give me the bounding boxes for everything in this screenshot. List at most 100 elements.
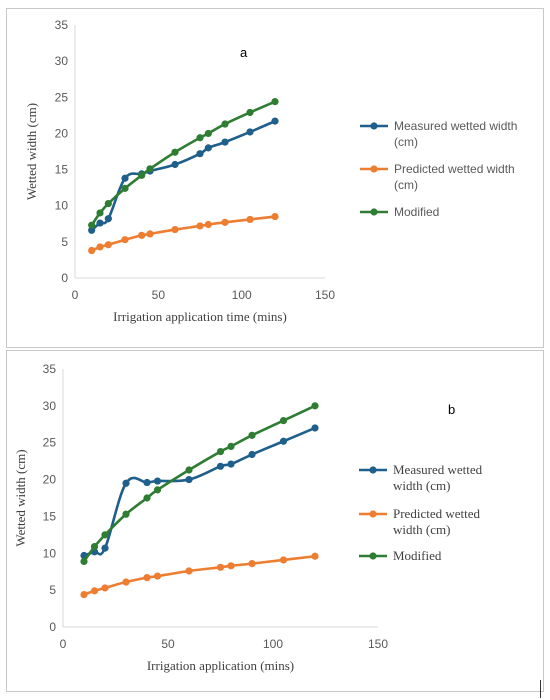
x-tick-label: 100 — [232, 288, 252, 302]
y-axis-title: Wetted width (cm) — [13, 449, 28, 546]
data-point — [216, 563, 225, 571]
edge-mark — [540, 680, 541, 698]
data-point — [80, 557, 88, 565]
y-tick-label: 10 — [55, 199, 69, 213]
legend-label: width (cm) — [393, 522, 450, 537]
data-point — [204, 144, 212, 152]
data-point — [227, 562, 235, 570]
data-point — [279, 417, 288, 425]
data-point — [248, 560, 256, 568]
data-point — [146, 165, 154, 173]
data-point — [101, 544, 109, 552]
data-point — [227, 460, 235, 468]
data-point — [153, 477, 162, 485]
data-point — [104, 215, 112, 223]
y-tick-label: 5 — [49, 583, 56, 597]
data-point — [246, 215, 254, 224]
data-point — [185, 567, 193, 575]
data-point — [279, 437, 288, 445]
data-point — [101, 531, 109, 539]
data-point — [216, 462, 225, 470]
data-point — [185, 475, 193, 484]
series-line — [82, 404, 316, 563]
data-point — [104, 241, 112, 249]
data-point — [121, 236, 129, 244]
y-tick-label: 5 — [61, 235, 68, 249]
data-point — [101, 584, 109, 592]
data-point — [271, 117, 279, 125]
legend-label: Measured wetted — [393, 462, 483, 477]
data-point — [146, 230, 154, 238]
data-point — [185, 466, 193, 474]
legend-swatch-marker — [369, 552, 377, 560]
y-tick-label: 0 — [49, 620, 56, 634]
data-point — [271, 212, 279, 221]
data-point — [221, 138, 229, 146]
y-tick-label: 20 — [43, 473, 57, 487]
data-point — [122, 510, 130, 518]
legend-label: Modified — [394, 205, 439, 219]
series-line — [83, 426, 316, 557]
data-point — [279, 556, 288, 564]
y-tick-label: 30 — [55, 54, 69, 68]
data-point — [221, 120, 229, 128]
data-point — [143, 494, 151, 502]
chart-a-svg: 0 5 10 15 20 25 30 35 0 50 100 150 Irrigation applic… — [24, 18, 517, 324]
legend-swatch-marker — [370, 208, 378, 216]
data-point — [171, 225, 179, 234]
data-point — [96, 219, 104, 227]
series-line — [90, 100, 276, 226]
legend-swatch-marker — [370, 122, 378, 130]
data-point — [311, 424, 319, 432]
panel-letter: a — [240, 45, 248, 60]
legend-label: Predicted wetted width — [394, 162, 515, 176]
y-tick-label: 15 — [55, 163, 69, 177]
legend-swatch-marker — [370, 165, 378, 173]
data-point — [121, 174, 129, 182]
data-point — [80, 590, 88, 599]
series-line — [83, 554, 316, 596]
data-point — [121, 184, 129, 192]
x-tick-label: 0 — [72, 288, 79, 302]
data-point — [246, 128, 254, 136]
legend-label: Measured wetted width — [394, 119, 517, 133]
y-tick-label: 35 — [55, 18, 69, 32]
y-tick-label: 15 — [43, 509, 57, 523]
data-point — [88, 226, 96, 234]
data-point — [196, 150, 204, 158]
y-tick-label: 10 — [43, 546, 57, 560]
legend-label: (cm) — [394, 135, 418, 149]
y-tick-label: 25 — [55, 90, 69, 104]
series-line — [90, 119, 276, 232]
data-point — [143, 574, 151, 582]
chart-panel-a: 0 5 10 15 20 25 30 35 0 50 100 150 Irrigation applic… — [6, 8, 544, 348]
data-point — [248, 450, 256, 459]
legend-label: Modified — [393, 548, 442, 563]
data-point — [153, 486, 162, 494]
data-point — [104, 199, 112, 208]
data-point — [90, 543, 99, 551]
data-point — [216, 447, 225, 456]
panel-letter: b — [448, 402, 455, 417]
data-point — [138, 171, 146, 179]
y-tick-label: 25 — [43, 436, 57, 450]
data-point — [88, 221, 96, 229]
legend-swatch-marker — [369, 510, 377, 518]
data-point — [138, 231, 146, 239]
x-axis-title: Irrigation application (mins) — [147, 658, 294, 673]
data-point — [122, 578, 130, 586]
chart-b-svg: 0 5 10 15 20 25 30 35 0 50 100 150 Irrigation applic… — [13, 362, 483, 673]
data-point — [204, 220, 212, 229]
data-point — [221, 218, 229, 226]
y-tick-label: 0 — [61, 271, 68, 285]
x-tick-label: 50 — [161, 637, 175, 651]
legend-label: (cm) — [394, 178, 418, 192]
legend-swatch-marker — [369, 466, 377, 474]
data-point — [143, 478, 151, 487]
data-point — [271, 98, 279, 106]
data-point — [90, 587, 99, 595]
y-tick-label: 35 — [43, 362, 57, 376]
legend-label: Predicted wetted — [393, 506, 480, 521]
x-tick-label: 50 — [152, 288, 166, 302]
data-point — [246, 108, 254, 117]
